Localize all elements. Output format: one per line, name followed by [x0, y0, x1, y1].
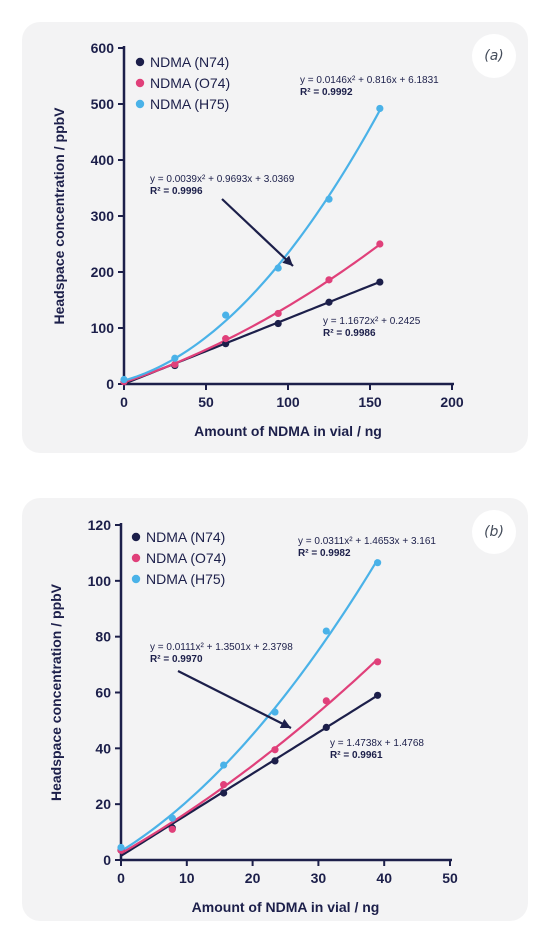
equation-label: y = 0.0311x² + 1.4653x + 3.161 [298, 536, 436, 547]
data-point [222, 311, 230, 319]
y-tick-label: 100 [91, 320, 115, 336]
data-point [376, 278, 384, 286]
legend-label: NDMA (O74) [146, 550, 226, 566]
legend-marker [135, 57, 145, 67]
data-point [376, 104, 384, 113]
annotation-arrow [221, 198, 294, 267]
data-point [271, 757, 279, 765]
data-point [374, 559, 382, 567]
legend-marker [135, 78, 145, 88]
data-point [274, 264, 282, 272]
y-tick-label: 600 [91, 40, 115, 56]
data-point [222, 335, 230, 343]
legend-label: NDMA (H75) [150, 96, 229, 112]
data-point [220, 789, 228, 797]
chart-panel-a: (a) [22, 22, 528, 453]
data-point [222, 340, 230, 348]
x-tick-label: 200 [440, 394, 464, 410]
data-point [168, 825, 176, 833]
data-point [322, 697, 330, 705]
legend-marker [131, 532, 141, 542]
r2-label: R² = 0.9986 [323, 328, 376, 339]
x-axis-title: Amount of NDMA in vial / ng [192, 899, 380, 915]
legend-marker [131, 574, 141, 584]
data-point [220, 781, 228, 789]
annotation-arrow-head [279, 719, 291, 728]
data-point [220, 761, 228, 769]
x-tick-label: 0 [120, 394, 128, 410]
x-tick-label: 50 [198, 394, 214, 410]
y-tick-label: 120 [88, 517, 112, 533]
fit-line-0 [120, 694, 379, 857]
y-tick-label: 0 [106, 376, 114, 392]
y-tick-label: 200 [91, 264, 115, 280]
y-tick-label: 300 [91, 208, 115, 224]
x-tick-label: 50 [442, 870, 458, 886]
r2-label: R² = 0.9992 [300, 87, 353, 98]
equation-label: y = 1.4738x + 1.4768 [330, 738, 424, 749]
x-tick-label: 10 [179, 870, 195, 886]
data-point [271, 746, 279, 754]
data-point [274, 319, 282, 328]
panel-label-b: (b) [472, 510, 516, 554]
data-point [117, 843, 125, 852]
data-point [374, 691, 382, 699]
equation-label: y = 0.0039x² + 0.9693x + 3.0369 [150, 174, 295, 185]
y-axis-title: Headspace concentration / ppbV [48, 583, 64, 801]
y-axis-title: Headspace concentration / ppbV [51, 107, 67, 325]
data-point [322, 723, 330, 731]
x-tick-label: 0 [117, 870, 125, 886]
fit-line-1 [123, 243, 381, 384]
x-tick-label: 20 [245, 870, 261, 886]
data-point [171, 360, 179, 368]
data-point [376, 240, 384, 248]
r2-label: R² = 0.9970 [150, 654, 203, 665]
equation-label: y = 0.0111x² + 1.3501x + 2.3798 [150, 642, 293, 653]
y-tick-label: 20 [95, 796, 111, 812]
equation-label: y = 0.0146x² + 0.816x + 6.1831 [300, 75, 439, 86]
y-tick-label: 500 [91, 96, 115, 112]
x-tick-label: 40 [376, 870, 392, 886]
data-point [325, 298, 333, 306]
y-tick-label: 80 [95, 629, 111, 645]
r2-label: R² = 0.9982 [298, 548, 351, 559]
data-point [325, 195, 333, 203]
fit-line-2 [123, 109, 381, 382]
y-tick-label: 40 [95, 740, 111, 756]
legend-marker [131, 553, 141, 563]
data-point [271, 708, 279, 716]
annotation-arrow [177, 670, 292, 729]
x-axis-title: Amount of NDMA in vial / ng [194, 423, 382, 439]
fit-line-1 [120, 658, 379, 855]
x-tick-label: 30 [311, 870, 327, 886]
data-point [374, 658, 382, 666]
legend-label: NDMA (N74) [150, 54, 229, 70]
data-point [325, 276, 333, 284]
panel-label-a: (a) [472, 34, 516, 78]
y-tick-label: 60 [95, 685, 111, 701]
legend-label: NDMA (O74) [150, 75, 230, 91]
data-point [120, 375, 128, 384]
x-tick-label: 100 [276, 394, 300, 410]
annotation-arrow-head [282, 255, 293, 266]
equation-label: y = 1.1672x² + 0.2425 [323, 316, 421, 327]
data-point [322, 627, 330, 635]
data-point [168, 814, 176, 822]
y-tick-label: 100 [88, 573, 112, 589]
y-tick-label: 0 [103, 852, 111, 868]
r2-label: R² = 0.9996 [150, 186, 203, 197]
data-point [274, 309, 282, 318]
fit-line-2 [120, 559, 379, 853]
legend-label: NDMA (N74) [146, 529, 225, 545]
y-tick-label: 400 [91, 152, 115, 168]
legend-marker [135, 99, 145, 109]
data-point [171, 354, 179, 362]
legend-label: NDMA (H75) [146, 571, 225, 587]
x-tick-label: 150 [358, 394, 382, 410]
r2-label: R² = 0.9961 [330, 750, 383, 761]
